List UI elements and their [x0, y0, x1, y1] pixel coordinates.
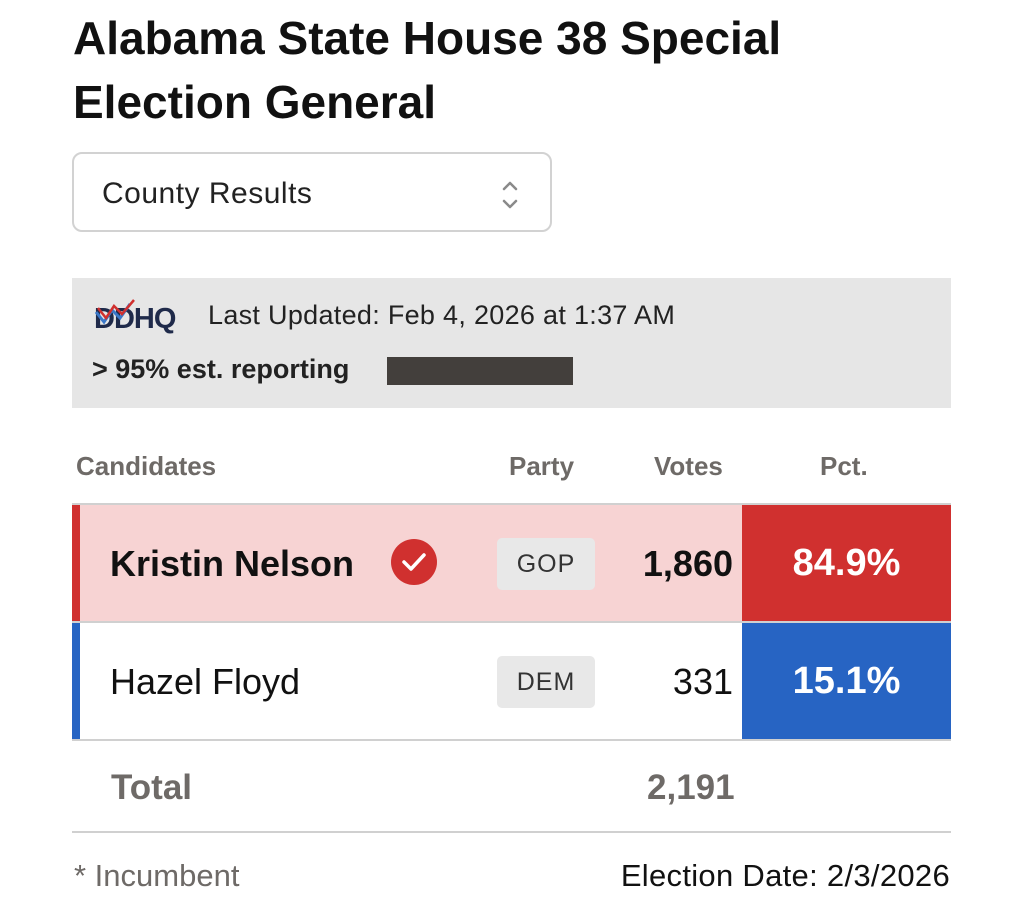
chevron-up-down-icon — [502, 181, 518, 209]
header-party: Party — [509, 451, 575, 481]
ddhq-logo: DDHQ — [94, 299, 177, 335]
header-candidates: Candidates — [76, 451, 217, 481]
svg-text:DDHQ: DDHQ — [94, 303, 176, 335]
candidate-name: Kristin Nelson — [110, 543, 355, 584]
candidate-row: Kristin Nelson GOP 1,860 84.9% — [72, 505, 951, 621]
page-title: Alabama State House 38 Special Election … — [73, 12, 782, 128]
total-votes: 2,191 — [647, 768, 735, 807]
last-updated-text: Last Updated: Feb 4, 2026 at 1:37 AM — [208, 300, 676, 330]
reporting-text: > 95% est. reporting — [92, 354, 350, 384]
vote-percentage: 15.1% — [742, 623, 951, 739]
results-view-select[interactable]: County Results — [72, 152, 552, 232]
divider — [72, 739, 951, 741]
status-bar: DDHQ Last Updated: Feb 4, 2026 at 1:37 A… — [72, 278, 951, 408]
select-value: County Results — [102, 177, 313, 210]
total-label: Total — [111, 768, 193, 807]
candidate-name: Hazel Floyd — [110, 661, 301, 702]
candidate-row: Hazel Floyd DEM 331 15.1% — [72, 623, 951, 739]
vote-count: 1,860 — [642, 543, 733, 584]
vote-count: 331 — [672, 661, 733, 702]
vote-percentage: 84.9% — [742, 505, 951, 621]
party-badge: DEM — [497, 656, 595, 708]
divider — [72, 621, 951, 623]
divider — [72, 831, 951, 833]
incumbent-note: * Incumbent — [74, 858, 240, 893]
winner-check-icon — [391, 539, 437, 585]
party-badge: GOP — [497, 538, 595, 590]
election-date: Election Date: 2/3/2026 — [620, 858, 950, 893]
header-pct: Pct. — [820, 451, 868, 481]
reporting-progress-fill — [387, 357, 573, 385]
divider — [72, 503, 951, 505]
reporting-progress-bar — [387, 357, 573, 385]
header-votes: Votes — [654, 451, 723, 481]
